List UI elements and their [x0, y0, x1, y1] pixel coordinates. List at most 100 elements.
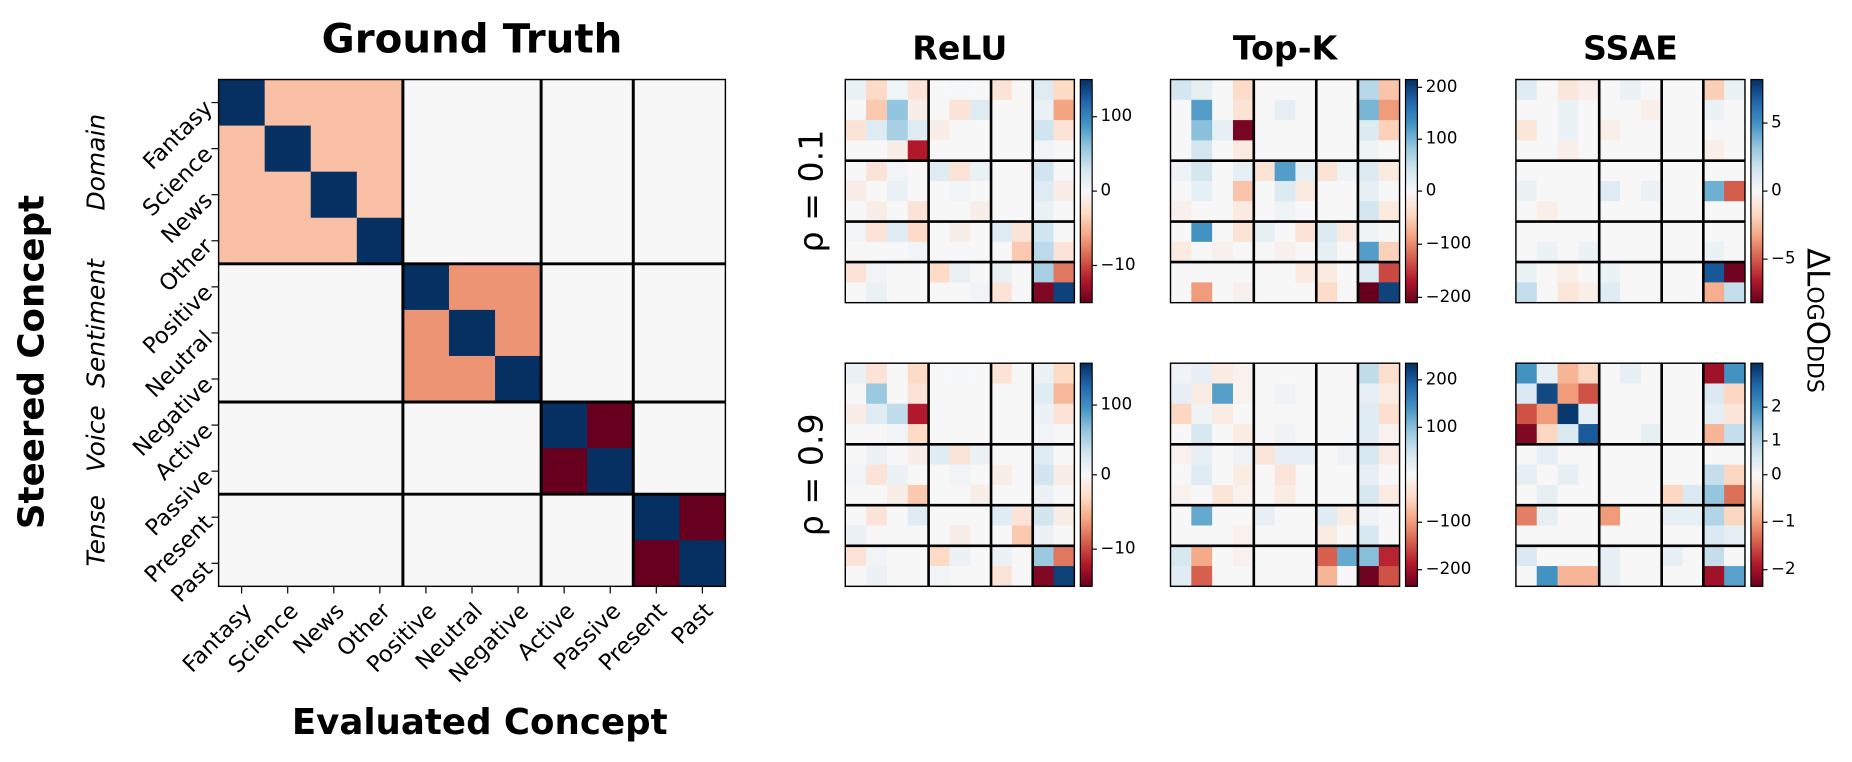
heatmap-cell — [1620, 484, 1642, 506]
heatmap-cell — [886, 464, 909, 486]
heatmap-cell — [866, 160, 888, 182]
heatmap-cell — [970, 282, 992, 304]
heatmap-cell — [1253, 424, 1276, 445]
heatmap-cell — [1682, 282, 1704, 304]
heatmap-cell — [1191, 363, 1213, 384]
heatmap-cell — [448, 171, 496, 219]
heatmap-cell — [1378, 99, 1401, 121]
x-axis-label: Evaluated Concept — [292, 702, 668, 743]
heatmap-cell — [970, 160, 992, 182]
heatmap-cell — [1274, 140, 1296, 162]
heatmap-cell — [310, 355, 358, 403]
heatmap-cell — [1661, 221, 1683, 243]
heatmap-cell — [866, 525, 888, 547]
group-label: Voice — [82, 405, 111, 472]
heatmap-cell — [1191, 241, 1213, 263]
heatmap-cell — [1337, 140, 1359, 162]
heatmap-cell — [1011, 464, 1034, 486]
heatmap-cell — [1682, 140, 1704, 162]
heatmap-cell — [541, 171, 588, 219]
heatmap-cell — [1011, 120, 1034, 141]
heatmap-cell — [1578, 363, 1600, 384]
heatmap-cell — [1232, 99, 1255, 121]
heatmap-cell — [949, 160, 971, 182]
heatmap-cell — [679, 79, 726, 127]
heatmap-cell — [1661, 383, 1683, 405]
heatmap-cell — [1316, 221, 1338, 243]
heatmap-cell — [1274, 505, 1296, 526]
heatmap-cell — [1515, 383, 1538, 405]
heatmap-cell — [1640, 221, 1663, 243]
heatmap-cell — [1599, 262, 1621, 283]
heatmap-cell — [1032, 262, 1055, 283]
heatmap-cell — [845, 363, 867, 384]
heatmap-cell — [1212, 79, 1234, 101]
heatmap-cell — [1274, 282, 1296, 304]
heatmap-cell — [1232, 160, 1255, 182]
heatmap-cell — [845, 424, 867, 445]
heatmap-cell — [633, 263, 680, 311]
heatmap-cell — [402, 402, 450, 449]
heatmap-cell — [1620, 262, 1642, 283]
heatmap-cell — [1170, 566, 1192, 587]
heatmap-cell — [1337, 282, 1359, 304]
heatmap-cell — [1620, 525, 1642, 547]
colorbar-label: ΔLogOdds — [1800, 248, 1836, 393]
heatmap-cell — [356, 79, 404, 127]
heatmap-cell — [845, 79, 867, 101]
heatmap-cell — [1253, 464, 1276, 486]
heatmap-cell — [1316, 140, 1338, 162]
heatmap-cell — [310, 125, 358, 173]
heatmap-cell — [1295, 545, 1317, 567]
heatmap-cell — [1053, 221, 1075, 243]
heatmap-cell — [1295, 444, 1317, 466]
heatmap-cell — [356, 355, 404, 403]
colorbar-tick-label: 200 — [1426, 77, 1458, 96]
heatmap-cell — [886, 363, 909, 384]
heatmap-cell — [1053, 201, 1075, 222]
heatmap-cell — [949, 120, 971, 141]
heatmap-cell — [1232, 566, 1255, 587]
heatmap-cell — [1536, 79, 1559, 101]
heatmap-cell — [541, 402, 588, 449]
heatmap-cell — [907, 545, 930, 567]
heatmap-cell — [907, 140, 930, 162]
heatmap-cell — [356, 171, 404, 219]
heatmap-cell — [1682, 99, 1704, 121]
heatmap-cell — [1337, 444, 1359, 466]
heatmap-cell — [970, 464, 992, 486]
heatmap-cell — [1599, 505, 1621, 526]
heatmap-cell — [886, 545, 909, 567]
heatmap-cell — [1191, 201, 1213, 222]
heatmap-cell — [866, 241, 888, 263]
heatmap-cell — [928, 282, 950, 304]
heatmap-cell — [1661, 180, 1683, 202]
heatmap-cell — [1011, 566, 1034, 587]
heatmap-cell — [1703, 221, 1725, 243]
heatmap-cell — [1295, 79, 1317, 101]
heatmap-cell — [1316, 525, 1338, 547]
heatmap-cell — [1578, 241, 1600, 263]
heatmap-cell — [1191, 221, 1213, 243]
heatmap-cell — [679, 125, 726, 173]
heatmap-cell — [1682, 201, 1704, 222]
heatmap-cell — [1170, 120, 1192, 141]
heatmap-cell — [1640, 383, 1663, 405]
heatmap-cell — [1295, 99, 1317, 121]
heatmap-cell — [1599, 180, 1621, 202]
heatmap-cell — [1724, 566, 1746, 587]
heatmap-cell — [1620, 241, 1642, 263]
heatmap-cell — [1661, 160, 1683, 182]
heatmap-cell — [1703, 363, 1725, 384]
heatmap-cell — [907, 221, 930, 243]
heatmap-cell — [1011, 221, 1034, 243]
heatmap-cell — [991, 262, 1013, 283]
heatmap-cell — [633, 355, 680, 403]
heatmap-cell — [949, 140, 971, 162]
heatmap-cell — [1661, 282, 1683, 304]
heatmap-cell — [495, 79, 542, 127]
heatmap-cell — [1599, 383, 1621, 405]
heatmap-cell — [928, 484, 950, 506]
heatmap-cell — [1191, 282, 1213, 304]
heatmap-cell — [928, 262, 950, 283]
